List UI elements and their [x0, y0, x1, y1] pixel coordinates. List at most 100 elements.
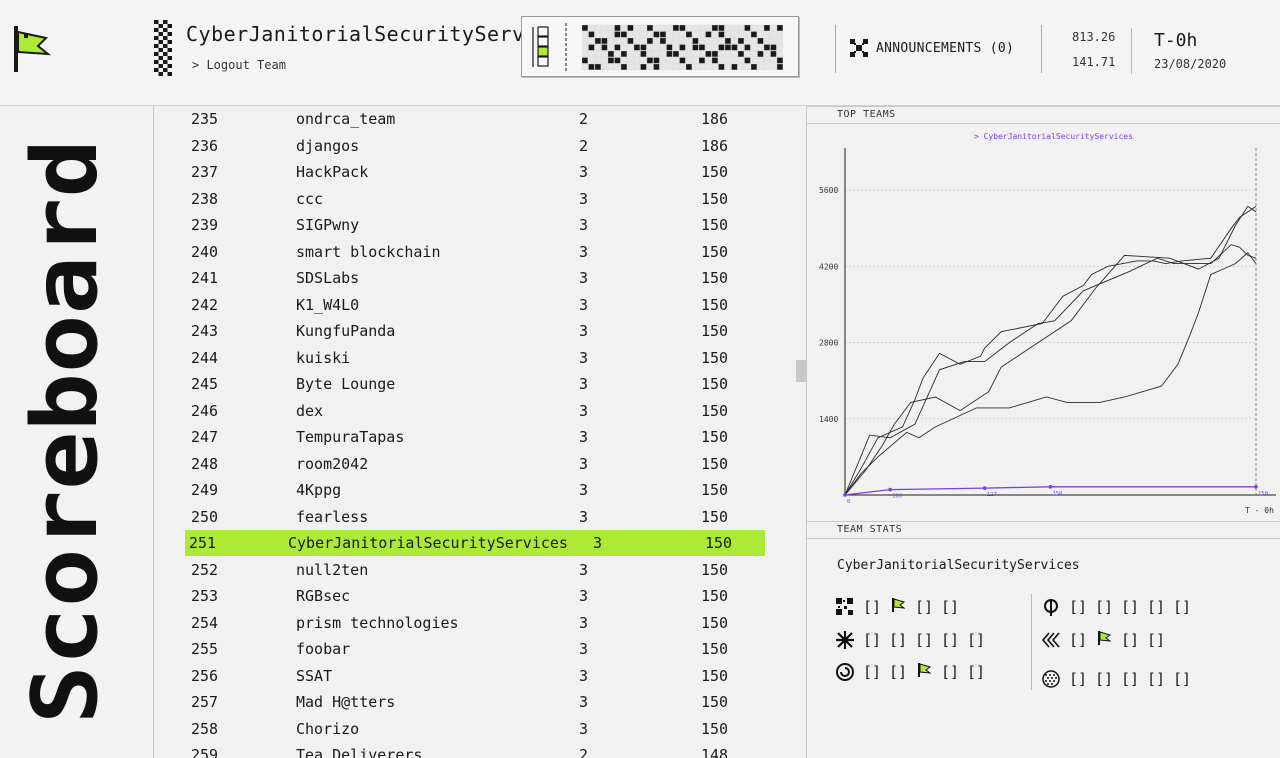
unsolved-challenge-cell[interactable]: [] — [915, 631, 934, 649]
row-rank: 247 — [191, 428, 219, 446]
table-row[interactable]: 258 Chorizo 3 150 — [185, 716, 765, 742]
row-rank: 242 — [191, 295, 219, 314]
checker-square — [163, 52, 168, 56]
countdown-timer: T-0h — [1154, 30, 1198, 51]
row-solves: 3 — [579, 269, 589, 287]
unsolved-challenge-cell[interactable]: [] — [1173, 670, 1192, 688]
unsolved-challenge-cell[interactable]: [] — [1095, 598, 1114, 616]
checker-square — [154, 28, 159, 32]
unsolved-challenge-cell[interactable]: [] — [1121, 631, 1140, 649]
row-name: KungfuPanda — [296, 322, 396, 340]
table-row[interactable]: 242 K1_W4L0 3 150 — [185, 292, 765, 318]
table-row[interactable]: 247 TempuraTapas 3 150 — [185, 424, 765, 450]
row-solves: 3 — [579, 507, 589, 526]
checker-square — [167, 72, 172, 76]
solved-flag-icon[interactable] — [1095, 630, 1113, 650]
checker-square — [158, 56, 163, 60]
team-stats-category-row: [] [] [] [] [] — [1041, 594, 1191, 620]
table-row[interactable]: 257 Mad H@tters 3 150 — [185, 689, 765, 715]
unsolved-challenge-cell[interactable]: [] — [863, 631, 882, 649]
flag-logo-icon[interactable] — [12, 24, 58, 74]
row-name: room2042 — [296, 454, 369, 473]
row-score: 186 — [701, 136, 729, 155]
unsolved-challenge-cell[interactable]: [] — [915, 598, 934, 616]
row-score: 150 — [701, 375, 729, 393]
table-row[interactable]: 243 KungfuPanda 3 150 — [185, 318, 765, 344]
row-solves: 3 — [579, 666, 589, 685]
series-point — [1048, 485, 1053, 489]
unsolved-challenge-cell[interactable]: [] — [1147, 598, 1166, 616]
table-row[interactable]: 240 smart blockchain 3 150 — [185, 239, 765, 265]
unsolved-challenge-cell[interactable]: [] — [967, 631, 986, 649]
row-name: SIGPwny — [296, 216, 360, 234]
table-scrollbar[interactable] — [796, 360, 806, 382]
table-row[interactable]: 236 djangos 2 186 — [185, 133, 765, 159]
table-row[interactable]: 237 HackPack 3 150 — [185, 159, 765, 185]
unsolved-challenge-cell[interactable]: [] — [1121, 670, 1140, 688]
row-rank: 251 — [189, 534, 217, 552]
unsolved-challenge-cell[interactable]: [] — [889, 631, 908, 649]
table-row[interactable]: 254 prism technologies 3 150 — [185, 610, 765, 636]
unsolved-challenge-cell[interactable]: [] — [941, 631, 960, 649]
checker-square — [158, 72, 163, 76]
announcements-button[interactable]: ANNOUNCEMENTS (0) — [835, 25, 1042, 73]
unsolved-challenge-cell[interactable]: [] — [941, 663, 960, 681]
row-score: 150 — [701, 322, 729, 340]
table-row[interactable]: 246 dex 3 150 — [185, 398, 765, 424]
team-name-title: CyberJanitorialSecurityServ — [186, 22, 524, 46]
unsolved-challenge-cell[interactable]: [] — [1069, 670, 1088, 688]
checker-square — [163, 36, 168, 40]
unsolved-challenge-cell[interactable]: [] — [1147, 631, 1166, 649]
solved-flag-icon[interactable] — [889, 597, 907, 617]
row-solves: 3 — [593, 534, 603, 552]
unsolved-challenge-cell[interactable]: [] — [863, 663, 882, 681]
table-row[interactable]: 250 fearless 3 150 — [185, 504, 765, 530]
unsolved-challenge-cell[interactable]: [] — [941, 598, 960, 616]
unsolved-challenge-cell[interactable]: [] — [1147, 670, 1166, 688]
unsolved-challenge-cell[interactable]: [] — [889, 663, 908, 681]
progress-level-square — [537, 36, 549, 47]
series-line-team-1 — [844, 206, 1257, 496]
unsolved-challenge-cell[interactable]: [] — [1095, 670, 1114, 688]
table-row[interactable]: 238 ccc 3 150 — [185, 186, 765, 212]
table-row[interactable]: 256 SSAT 3 150 — [185, 663, 765, 689]
row-rank: 256 — [191, 666, 219, 685]
table-row[interactable]: 235 ondrca_team 2 186 — [185, 106, 765, 132]
table-row[interactable]: 249 4Kppg 3 150 — [185, 477, 765, 503]
unsolved-challenge-cell[interactable]: [] — [1121, 598, 1140, 616]
table-row[interactable]: 248 room2042 3 150 — [185, 451, 765, 477]
row-name: K1_W4L0 — [296, 295, 360, 314]
table-row[interactable]: 241 SDSLabs 3 150 — [185, 265, 765, 291]
solved-flag-icon[interactable] — [915, 662, 933, 682]
logout-link[interactable]: > Logout Team — [192, 58, 286, 72]
point-label: 127 — [987, 492, 997, 498]
table-row[interactable]: 252 null2ten 3 150 — [185, 557, 765, 583]
table-row[interactable]: 245 Byte Lounge 3 150 — [185, 371, 765, 397]
unsolved-challenge-cell[interactable]: [] — [1069, 631, 1088, 649]
top-teams-header: TOP TEAMS — [807, 106, 1280, 124]
row-score: 150 — [705, 534, 733, 552]
table-row[interactable]: 253 RGBsec 3 150 — [185, 583, 765, 609]
series-line-team-3 — [844, 205, 1257, 496]
unsolved-challenge-cell[interactable]: [] — [967, 663, 986, 681]
progress-level-square — [537, 46, 549, 57]
table-row-current-team[interactable]: 251 CyberJanitorialSecurityServices 3 150 — [185, 530, 765, 556]
row-score: 150 — [701, 189, 729, 208]
table-row[interactable]: 255 foobar 3 150 — [185, 636, 765, 662]
table-row[interactable]: 244 kuiski 3 150 — [185, 345, 765, 371]
unsolved-challenge-cell[interactable]: [] — [863, 598, 882, 616]
unsolved-challenge-cell[interactable]: [] — [1069, 598, 1088, 616]
row-rank: 250 — [191, 507, 219, 526]
row-score: 150 — [701, 269, 729, 287]
table-row[interactable]: 239 SIGPwny 3 150 — [185, 212, 765, 238]
checker-square — [163, 28, 168, 32]
table-row[interactable]: 259 Tea Deliverers 2 148 — [185, 742, 765, 758]
team-stats-divider — [1031, 594, 1032, 690]
row-solves: 3 — [579, 560, 589, 579]
checker-square — [154, 36, 159, 40]
row-rank: 255 — [191, 640, 219, 658]
row-rank: 245 — [191, 375, 219, 393]
row-solves: 2 — [579, 746, 589, 758]
checker-square — [158, 32, 163, 36]
unsolved-challenge-cell[interactable]: [] — [1173, 598, 1192, 616]
